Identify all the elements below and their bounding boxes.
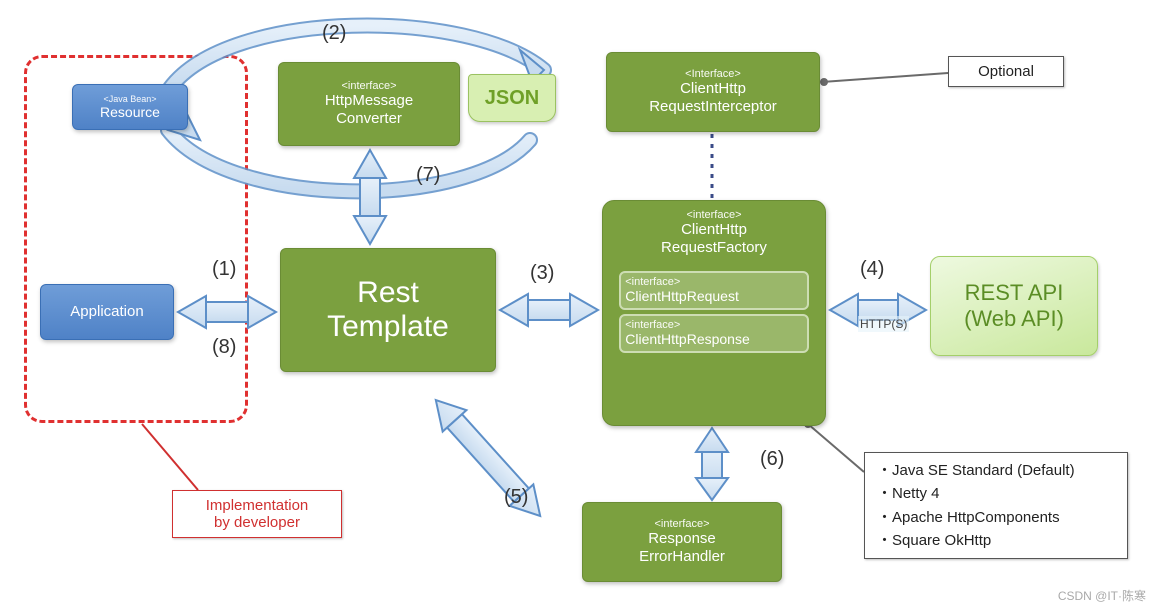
impls-note: ・Java SE Standard (Default) ・Netty 4 ・Ap…	[864, 452, 1128, 559]
converter-stereo: <interface>	[341, 80, 396, 92]
interceptor-node: <Interface> ClientHttp RequestIntercepto…	[606, 52, 820, 132]
converter-line2: Converter	[336, 110, 402, 128]
errorhandler-node: <interface> Response ErrorHandler	[582, 502, 782, 582]
impls-line1: ・Java SE Standard (Default)	[877, 459, 1115, 482]
label-3: (3)	[530, 262, 554, 285]
resource-node: <Java Bean> Resource	[72, 84, 188, 130]
impls-line4: ・Square OkHttp	[877, 529, 1115, 552]
label-7: (7)	[416, 164, 440, 187]
response-stereo: <interface>	[625, 319, 803, 331]
restapi-node: REST API (Web API)	[930, 256, 1098, 356]
factory-stereo: <interface>	[611, 209, 817, 221]
interceptor-line1: ClientHttp	[680, 80, 746, 98]
resource-label: Resource	[100, 104, 160, 121]
optional-note-text: Optional	[978, 63, 1034, 80]
impls-line3: ・Apache HttpComponents	[877, 506, 1115, 529]
http-label: HTTP(S)	[858, 316, 909, 332]
label-4: (4)	[860, 258, 884, 281]
resource-stereo: <Java Bean>	[103, 94, 156, 104]
errorhandler-line2: ErrorHandler	[639, 548, 725, 566]
response-label: ClientHttpResponse	[625, 331, 803, 348]
factory-node: <interface> ClientHttp RequestFactory <i…	[602, 200, 826, 426]
factory-line1: ClientHttp	[611, 221, 817, 239]
application-node: Application	[40, 284, 174, 340]
restapi-line2: (Web API)	[964, 306, 1064, 332]
request-node: <interface> ClientHttpRequest	[619, 271, 809, 310]
factory-line2: RequestFactory	[611, 239, 817, 257]
json-node: JSON	[468, 74, 556, 122]
converter-node: <interface> HttpMessage Converter	[278, 62, 460, 146]
watermark: CSDN @IT·陈寒	[1058, 587, 1146, 604]
interceptor-line2: RequestInterceptor	[649, 98, 777, 116]
resttemplate-node: Rest Template	[280, 248, 496, 372]
label-5: (5)	[504, 486, 528, 509]
resttemplate-line1: Rest	[357, 276, 419, 311]
label-6: (6)	[760, 448, 784, 471]
errorhandler-stereo: <interface>	[654, 518, 709, 530]
label-1: (1)	[212, 258, 236, 281]
restapi-line1: REST API	[965, 280, 1064, 306]
json-label: JSON	[485, 87, 539, 110]
request-stereo: <interface>	[625, 276, 803, 288]
impl-note-line1: Implementation	[185, 497, 329, 514]
impl-note: Implementation by developer	[172, 490, 342, 538]
request-label: ClientHttpRequest	[625, 288, 803, 305]
optional-note: Optional	[948, 56, 1064, 87]
response-node: <interface> ClientHttpResponse	[619, 314, 809, 353]
application-label: Application	[70, 303, 143, 321]
resttemplate-line2: Template	[327, 310, 449, 345]
interceptor-stereo: <Interface>	[685, 68, 741, 80]
impl-note-line2: by developer	[185, 514, 329, 531]
diagram-canvas: <Java Bean> Resource Application <interf…	[0, 0, 1154, 608]
errorhandler-line1: Response	[648, 530, 716, 548]
label-2: (2)	[322, 22, 346, 45]
impls-line2: ・Netty 4	[877, 482, 1115, 505]
converter-line1: HttpMessage	[325, 92, 413, 110]
label-8: (8)	[212, 336, 236, 359]
